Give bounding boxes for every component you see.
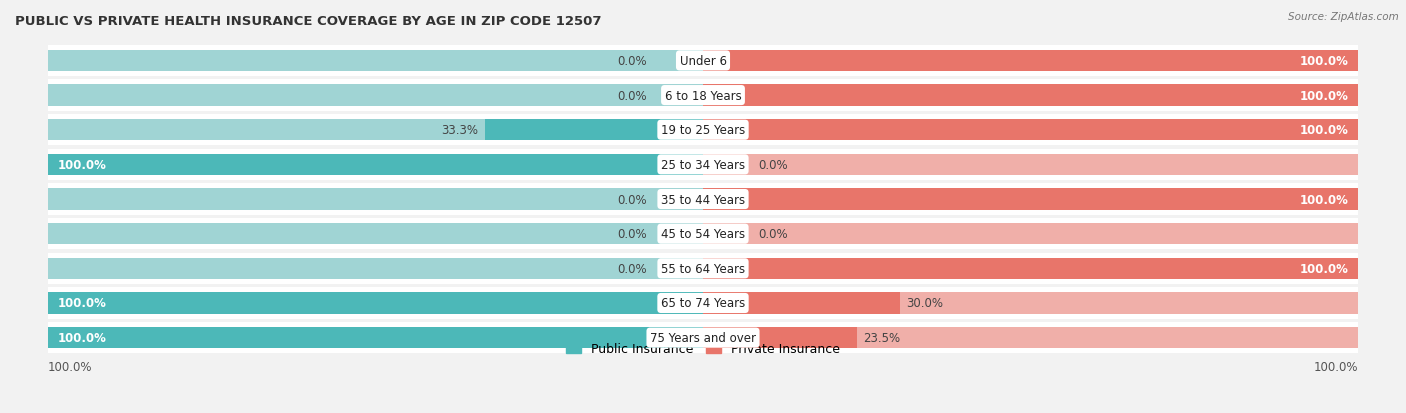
Text: 100.0%: 100.0% <box>58 159 107 171</box>
Bar <box>48 46 1358 77</box>
Text: Source: ZipAtlas.com: Source: ZipAtlas.com <box>1288 12 1399 22</box>
Bar <box>48 327 703 349</box>
Bar <box>703 258 1358 280</box>
Bar <box>703 327 858 349</box>
Bar <box>703 85 1358 107</box>
Text: 23.5%: 23.5% <box>863 331 901 344</box>
Text: 0.0%: 0.0% <box>759 228 789 241</box>
Bar <box>703 189 1358 210</box>
Text: 0.0%: 0.0% <box>759 159 789 171</box>
Text: 30.0%: 30.0% <box>905 297 943 310</box>
Text: 100.0%: 100.0% <box>1299 193 1348 206</box>
Bar <box>48 154 703 176</box>
Bar <box>48 189 703 210</box>
Bar <box>48 253 1358 284</box>
Bar <box>703 50 1358 72</box>
Text: 6 to 18 Years: 6 to 18 Years <box>665 89 741 102</box>
Text: 45 to 54 Years: 45 to 54 Years <box>661 228 745 241</box>
Text: 100.0%: 100.0% <box>1313 360 1358 373</box>
Bar <box>48 327 703 349</box>
Text: 65 to 74 Years: 65 to 74 Years <box>661 297 745 310</box>
Legend: Public Insurance, Private Insurance: Public Insurance, Private Insurance <box>561 337 845 361</box>
Text: 55 to 64 Years: 55 to 64 Years <box>661 262 745 275</box>
Text: 100.0%: 100.0% <box>48 360 93 373</box>
Bar <box>703 292 1358 314</box>
Text: 100.0%: 100.0% <box>1299 124 1348 137</box>
Text: 100.0%: 100.0% <box>58 297 107 310</box>
Bar <box>703 120 1358 141</box>
Bar <box>48 258 703 280</box>
Text: 0.0%: 0.0% <box>617 228 647 241</box>
Bar <box>48 115 1358 146</box>
Text: 100.0%: 100.0% <box>1299 262 1348 275</box>
Bar <box>703 189 1358 210</box>
Text: 0.0%: 0.0% <box>617 89 647 102</box>
Text: 33.3%: 33.3% <box>441 124 478 137</box>
Bar <box>48 150 1358 180</box>
Bar <box>703 154 1358 176</box>
Text: 19 to 25 Years: 19 to 25 Years <box>661 124 745 137</box>
Bar <box>703 120 1358 141</box>
Bar <box>48 80 1358 112</box>
Bar <box>48 50 703 72</box>
Bar <box>48 292 703 314</box>
Text: 100.0%: 100.0% <box>58 331 107 344</box>
Bar <box>703 292 900 314</box>
Text: PUBLIC VS PRIVATE HEALTH INSURANCE COVERAGE BY AGE IN ZIP CODE 12507: PUBLIC VS PRIVATE HEALTH INSURANCE COVER… <box>15 15 602 28</box>
Bar <box>703 327 1358 349</box>
Bar <box>48 85 703 107</box>
Text: 25 to 34 Years: 25 to 34 Years <box>661 159 745 171</box>
Bar <box>48 154 703 176</box>
Bar <box>48 292 703 314</box>
Text: 75 Years and over: 75 Years and over <box>650 331 756 344</box>
Text: 0.0%: 0.0% <box>617 262 647 275</box>
Text: 35 to 44 Years: 35 to 44 Years <box>661 193 745 206</box>
Bar <box>703 85 1358 107</box>
Bar <box>703 223 1358 245</box>
Text: 100.0%: 100.0% <box>1299 55 1348 68</box>
Bar <box>48 223 703 245</box>
Bar <box>485 120 703 141</box>
Bar <box>48 288 1358 319</box>
Text: 0.0%: 0.0% <box>617 55 647 68</box>
Text: 0.0%: 0.0% <box>617 193 647 206</box>
Bar <box>48 184 1358 215</box>
Bar <box>48 218 1358 250</box>
Bar <box>703 50 1358 72</box>
Bar <box>48 322 1358 354</box>
Bar <box>703 258 1358 280</box>
Text: Under 6: Under 6 <box>679 55 727 68</box>
Bar <box>48 120 703 141</box>
Text: 100.0%: 100.0% <box>1299 89 1348 102</box>
